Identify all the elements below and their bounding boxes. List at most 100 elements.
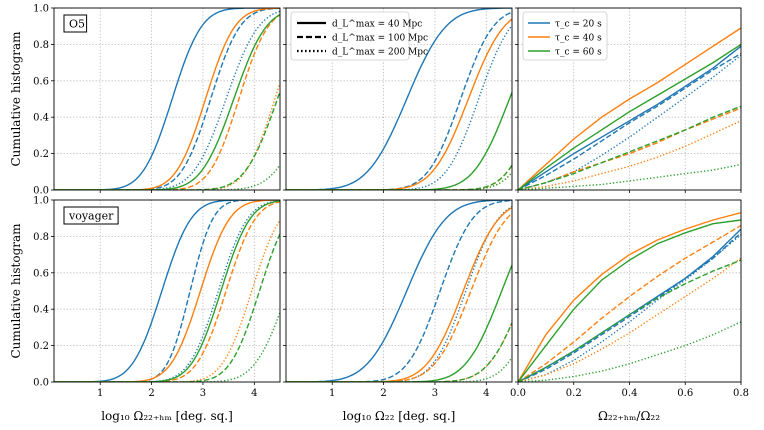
series-line [518, 52, 741, 190]
panel-frame [285, 199, 513, 383]
series-line [518, 45, 741, 190]
series-line [286, 205, 512, 382]
series-line [518, 224, 741, 382]
x-axis-label: Ω₂₂₊ₕₘ/Ω₂₂ [598, 409, 660, 423]
row-label: voyager [68, 210, 114, 223]
x-tick-label: 3 [200, 388, 206, 399]
y-tick-label: 0.2 [33, 341, 49, 352]
series-line [54, 219, 280, 382]
x-axis-label: log₁₀ Ω₂₂ [deg. sq.] [343, 409, 456, 423]
y-axis-label: Cumulative histogram [9, 223, 23, 359]
panel-voyager-1: 1 2 3 4 [283, 199, 513, 399]
x-tick-label: 3 [432, 388, 438, 399]
series-line [286, 171, 512, 190]
x-tick-label: 1 [329, 388, 335, 399]
panel-o5-1 [283, 7, 513, 193]
series-line [54, 8, 280, 190]
y-tick-label: 1.0 [33, 4, 49, 15]
x-axis-label: log₁₀ Ω₂₂₊ₕₘ [deg. sq.] [101, 409, 233, 423]
series-line [54, 10, 280, 190]
series-line [54, 13, 280, 190]
series-line [518, 43, 741, 190]
series-line [518, 232, 741, 382]
panel-voyager-2: 0.0 0.2 0.4 0.6 0.8 [510, 199, 749, 399]
series-line [286, 164, 512, 190]
axis-labels-layer: Cumulative histogram Cumulative histogram… [9, 31, 660, 423]
series-line [54, 8, 280, 190]
x-tick-label: 0.4 [622, 388, 638, 399]
y-tick-label: 0.4 [33, 305, 49, 316]
series-line [54, 200, 280, 382]
series-line [518, 259, 741, 382]
series-line [518, 219, 741, 382]
series-layer [54, 8, 280, 190]
panel-frame [53, 7, 281, 191]
series-line [518, 257, 741, 382]
series-line [54, 201, 280, 382]
y-tick-label: 0.0 [33, 186, 49, 197]
y-tick-label: 0.6 [33, 76, 49, 87]
series-layer [518, 212, 741, 382]
x-tick-label: 4 [483, 388, 489, 399]
series-line [54, 14, 280, 190]
y-tick-label: 0.8 [33, 232, 49, 243]
series-line [54, 200, 280, 382]
legend-color-label: τ_c = 60 s [555, 48, 602, 58]
panel-frame [285, 7, 513, 191]
series-line [286, 356, 512, 382]
row-label: O5 [69, 18, 85, 31]
x-tick-label: 0.6 [677, 388, 693, 399]
series-line [286, 92, 512, 190]
y-tick-label: 1.0 [33, 196, 49, 207]
legend-linestyle-label: d_L^max = 40 Mpc [332, 20, 422, 30]
x-tick-label: 4 [251, 388, 257, 399]
row-label-box [63, 14, 88, 33]
series-line [54, 8, 280, 190]
legend-color-box [522, 11, 608, 61]
legend-linestyle-label: d_L^max = 200 Mpc [332, 48, 428, 58]
panel-voyager-0: 0.0 0.2 0.4 0.6 0.8 1.0 1 2 3 4 voyager [33, 196, 281, 399]
series-layer [518, 27, 741, 190]
series-line [286, 18, 512, 190]
x-tick-label: 0.2 [566, 388, 582, 399]
panels-layer: 0.0 0.2 0.4 0.6 0.8 1.0 O5 0.0 0.2 0.4 0.6 0.8 1.0 1 2… [33, 4, 749, 400]
panel-frame [53, 199, 281, 383]
series-line [518, 107, 741, 190]
series-line [54, 200, 280, 382]
x-tick-label: 0.8 [733, 388, 749, 399]
legend-linestyle-label: d_L^max = 100 Mpc [332, 34, 428, 44]
series-line [518, 105, 741, 190]
y-tick-label: 0.4 [33, 113, 49, 124]
series-line [286, 164, 512, 190]
series-line [54, 312, 280, 382]
series-line [518, 212, 741, 382]
y-tick-label: 0.6 [33, 268, 49, 279]
legend-color-label: τ_c = 20 s [555, 20, 602, 30]
row-label-box [63, 206, 119, 225]
legend-color: τ_c = 20 s τ_c = 40 s τ_c = 60 s [522, 11, 608, 61]
series-line [54, 91, 280, 190]
y-tick-label: 0.0 [33, 378, 49, 389]
legend-linestyle: d_L^max = 40 Mpc d_L^max = 100 Mpc d_L^max… [290, 11, 428, 61]
series-line [518, 321, 741, 382]
series-layer [286, 200, 512, 382]
series-line [54, 200, 280, 382]
y-axis-label: Cumulative histogram [9, 31, 23, 167]
series-line [518, 27, 741, 190]
series-line [286, 212, 512, 382]
legend-color-label: τ_c = 40 s [555, 34, 602, 44]
y-tick-label: 0.2 [33, 149, 49, 160]
series-line [518, 234, 741, 382]
series-line [54, 233, 280, 382]
y-tick-label: 0.8 [33, 40, 49, 51]
series-line [54, 82, 280, 190]
series-line [54, 200, 280, 382]
series-line [518, 120, 741, 190]
series-line [286, 264, 512, 382]
x-tick-label: 2 [148, 388, 154, 399]
series-line [286, 207, 512, 382]
x-tick-label: 1 [97, 388, 103, 399]
series-line [286, 322, 512, 382]
x-tick-label: 2 [380, 388, 386, 399]
